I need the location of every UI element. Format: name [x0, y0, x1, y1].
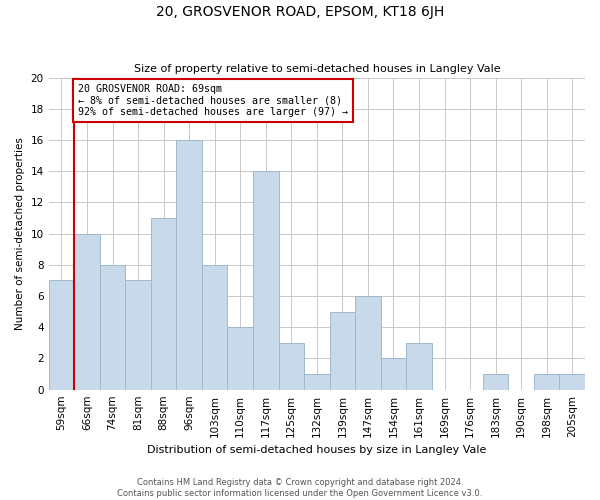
Bar: [559, 374, 585, 390]
Bar: [74, 234, 100, 390]
Y-axis label: Number of semi-detached properties: Number of semi-detached properties: [15, 137, 25, 330]
Bar: [125, 280, 151, 390]
Bar: [406, 343, 432, 390]
Bar: [355, 296, 380, 390]
Bar: [100, 265, 125, 390]
Text: 20 GROSVENOR ROAD: 69sqm
← 8% of semi-detached houses are smaller (8)
92% of sem: 20 GROSVENOR ROAD: 69sqm ← 8% of semi-de…: [78, 84, 348, 117]
Bar: [278, 343, 304, 390]
Bar: [253, 171, 278, 390]
Bar: [151, 218, 176, 390]
Bar: [176, 140, 202, 390]
Title: Size of property relative to semi-detached houses in Langley Vale: Size of property relative to semi-detach…: [134, 64, 500, 74]
Text: 20, GROSVENOR ROAD, EPSOM, KT18 6JH: 20, GROSVENOR ROAD, EPSOM, KT18 6JH: [156, 5, 444, 19]
Text: Contains HM Land Registry data © Crown copyright and database right 2024.
Contai: Contains HM Land Registry data © Crown c…: [118, 478, 482, 498]
Bar: [202, 265, 227, 390]
Bar: [380, 358, 406, 390]
Bar: [329, 312, 355, 390]
Bar: [483, 374, 508, 390]
Bar: [227, 328, 253, 390]
X-axis label: Distribution of semi-detached houses by size in Langley Vale: Distribution of semi-detached houses by …: [147, 445, 487, 455]
Bar: [534, 374, 559, 390]
Bar: [304, 374, 329, 390]
Bar: [49, 280, 74, 390]
